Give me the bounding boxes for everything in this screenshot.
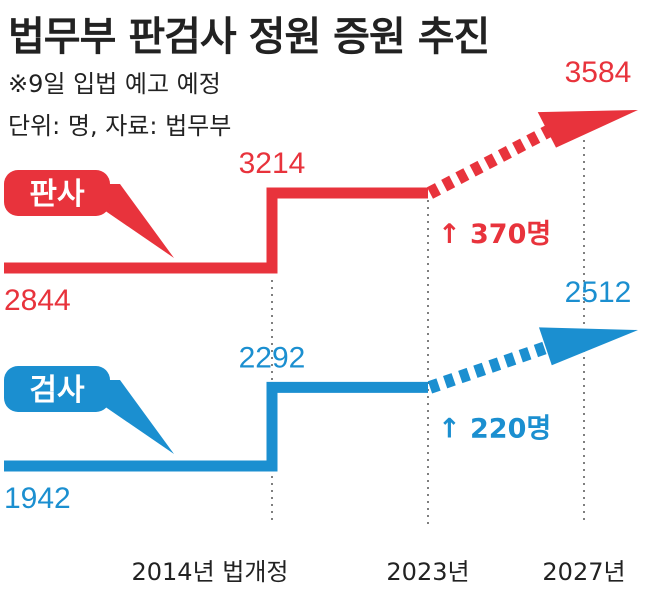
unit-source-note: 단위: 명, 자료: 법무부 bbox=[8, 112, 232, 140]
series-layer: 2844 3214 3584 ↑ 370명 1942 2292 2512 ↑ 220명 bbox=[4, 56, 638, 515]
increase-label: ↑ 370명 bbox=[438, 219, 551, 250]
data-label: 1942 bbox=[4, 482, 71, 515]
x-tick-label: 2014년 법개정 bbox=[131, 558, 288, 586]
x-tick-label: 2023년 bbox=[386, 558, 469, 586]
badge-box bbox=[4, 170, 110, 216]
data-label: 2512 bbox=[565, 276, 632, 309]
badge-label: 판사 bbox=[29, 177, 85, 212]
step-line bbox=[4, 187, 428, 274]
x-tick-label: 2027년 bbox=[542, 558, 625, 586]
projection-line bbox=[427, 340, 552, 394]
badge-judge: 판사 bbox=[4, 170, 174, 258]
step-line bbox=[4, 381, 428, 472]
guide-lines bbox=[271, 140, 585, 525]
chart-title: 법무부 판검사 정원 증원 추진 bbox=[8, 14, 490, 60]
data-label: 2292 bbox=[239, 341, 306, 374]
x-axis-ticks: 2014년 법개정 2023년 2027년 bbox=[131, 558, 625, 586]
projection-arrowhead bbox=[538, 327, 638, 366]
data-label: 2844 bbox=[4, 284, 71, 317]
badge-label: 검사 bbox=[29, 373, 85, 408]
projection-arrowhead bbox=[537, 110, 638, 148]
data-label: 3584 bbox=[565, 56, 632, 89]
data-label: 3214 bbox=[239, 147, 306, 180]
increase-label: ↑ 220명 bbox=[438, 413, 551, 444]
release-note: ※9일 입법 예고 예정 bbox=[8, 70, 221, 98]
badge-prosecutor: 검사 bbox=[4, 366, 174, 454]
series-judge: 2844 3214 3584 ↑ 370명 bbox=[4, 56, 638, 317]
badge-box bbox=[4, 366, 110, 412]
projection-line bbox=[426, 124, 554, 199]
series-prosecutor: 1942 2292 2512 ↑ 220명 bbox=[4, 276, 638, 515]
